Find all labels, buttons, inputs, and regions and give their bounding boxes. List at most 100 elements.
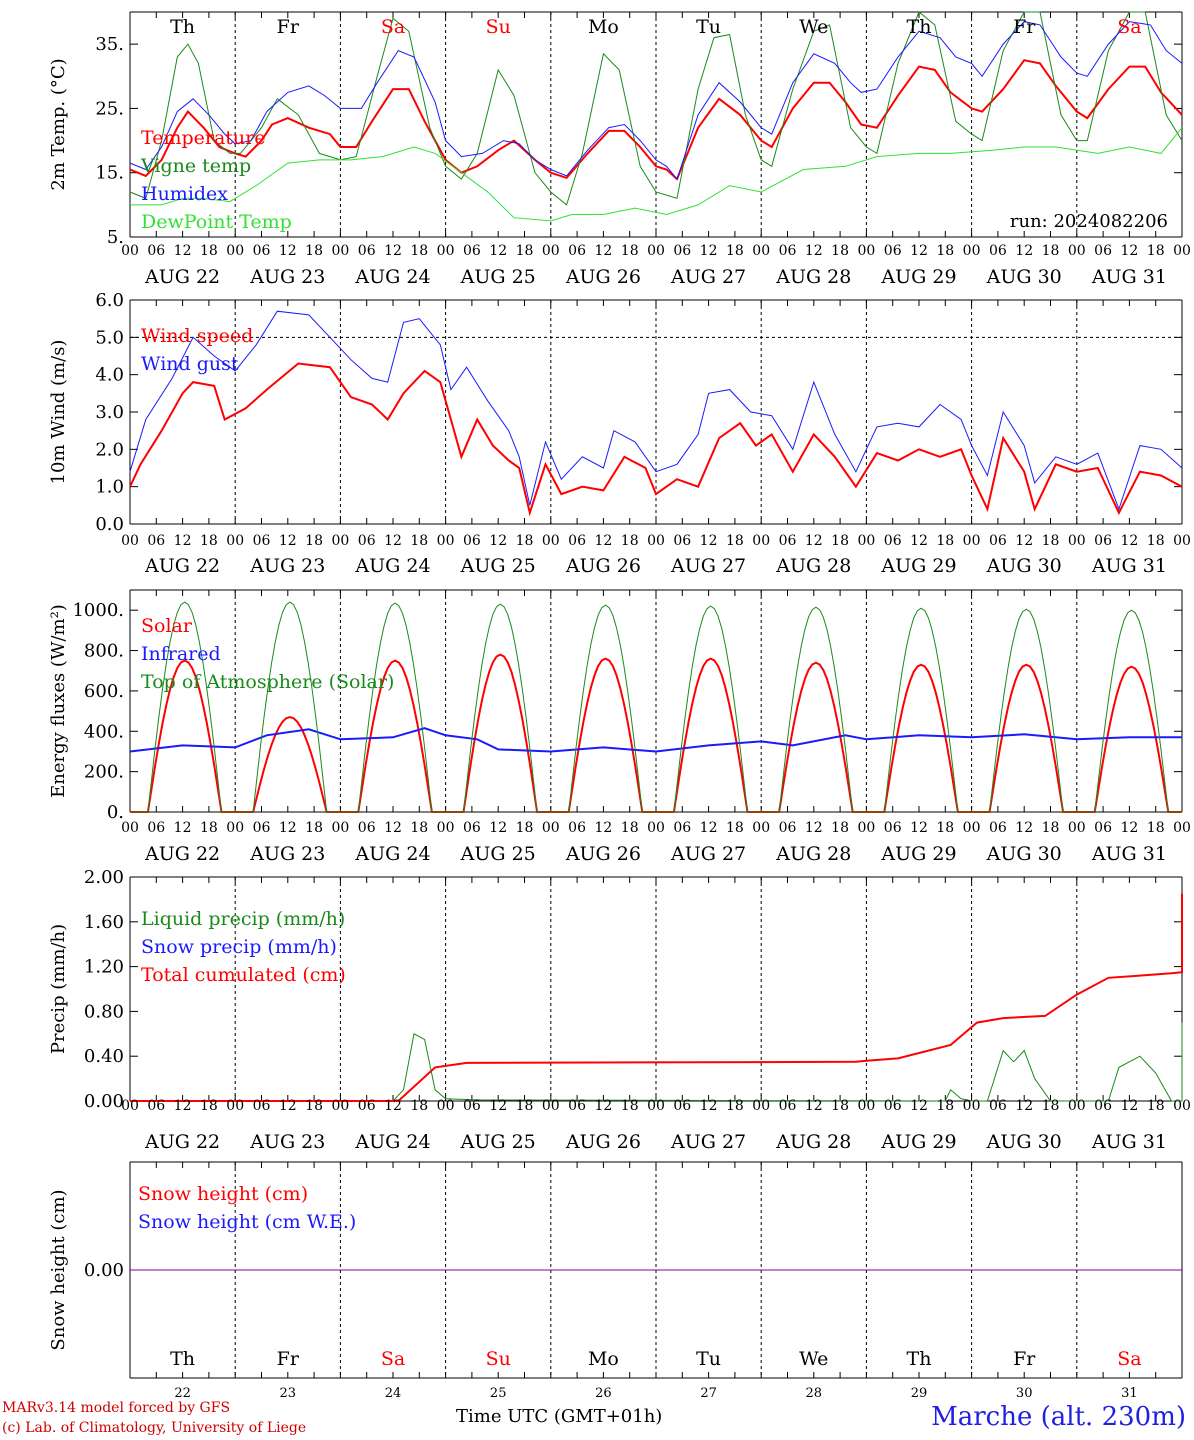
y-tick-label: 35. [95,34,124,55]
hour-tick-label: 18 [200,243,218,259]
hour-tick-label: 12 [700,820,718,836]
legend-entry: Humidex [141,183,228,205]
weekday-label: Tu [696,16,721,38]
y-tick-label: 5. [107,227,124,248]
hour-tick-label: 00 [857,533,875,549]
hour-tick-label: 06 [779,533,797,549]
hour-tick-label: 00 [963,243,981,259]
hour-tick-label: 06 [568,533,586,549]
day-number: 25 [490,1386,507,1401]
hour-tick-label: 00 [226,1098,244,1114]
date-label: AUG 31 [1091,1131,1167,1153]
hour-tick-label: 00 [121,820,139,836]
hour-tick-label: 18 [831,243,849,259]
legend-entry: Vigne temp [140,155,251,177]
hour-tick-label: 12 [1015,820,1033,836]
y-tick-label: 1.60 [84,912,124,933]
hour-tick-label: 06 [358,1098,376,1114]
hour-tick-label: 00 [331,820,349,836]
hour-tick-label: 00 [1068,820,1086,836]
hour-tick-label: 06 [989,533,1007,549]
date-label: AUG 25 [460,843,536,865]
date-label: AUG 25 [460,1131,536,1153]
date-label: AUG 29 [880,1131,956,1153]
hour-tick-label: 12 [489,533,507,549]
date-label: AUG 27 [670,266,746,288]
hour-tick-label: 12 [1120,1098,1138,1114]
weekday-label: We [799,16,828,38]
series-line-wind-speed [129,362,1183,517]
hour-tick-label: 12 [700,243,718,259]
legend-entry: Total cumulated (cm) [141,964,346,986]
hour-tick-label: 12 [1120,820,1138,836]
hour-tick-label: 12 [279,533,297,549]
hour-tick-label: 18 [1042,820,1060,836]
hour-tick-label: 06 [253,533,271,549]
hour-tick-label: 12 [805,243,823,259]
weekday-label: Th [907,1348,932,1370]
hour-tick-label: 00 [121,533,139,549]
hour-tick-label: 06 [1094,243,1112,259]
weekday-label: Sa [1117,1348,1141,1370]
y-tick-label: 5.0 [95,327,124,348]
hour-tick-label: 12 [700,1098,718,1114]
day-number: 24 [385,1386,402,1401]
y-tick-label: 1.0 [95,477,124,498]
hour-tick-label: 00 [1068,1098,1086,1114]
hour-tick-label: 06 [884,1098,902,1114]
hour-tick-label: 06 [147,243,165,259]
hour-tick-label: 18 [726,820,744,836]
y-tick-label: 0.40 [84,1046,124,1067]
date-label: AUG 24 [354,1131,430,1153]
hour-tick-label: 18 [1042,1098,1060,1114]
date-label: AUG 30 [986,266,1062,288]
hour-tick-label: 00 [437,1098,455,1114]
y-tick-label: 0. [107,802,124,823]
hour-tick-label: 00 [331,533,349,549]
hour-tick-label: 06 [673,243,691,259]
y-tick-label: 0.80 [84,1001,124,1022]
weekday-label: Mo [588,1348,619,1370]
hour-tick-label: 06 [779,820,797,836]
station-name: Marche (alt. 230m) [931,1402,1186,1432]
date-label: AUG 30 [986,843,1062,865]
hour-tick-label: 06 [673,1098,691,1114]
hour-tick-label: 00 [542,243,560,259]
run-label: run: 2024082206 [1010,211,1168,232]
hour-tick-label: 12 [489,243,507,259]
hour-tick-label: 06 [779,243,797,259]
y-tick-label: 3.0 [95,402,124,423]
hour-tick-label: 18 [726,533,744,549]
hour-tick-label: 00 [437,820,455,836]
weekday-label: Mo [588,16,619,38]
hour-tick-label: 00 [226,820,244,836]
hour-tick-label: 00 [121,243,139,259]
day-number: 27 [700,1386,717,1401]
series-line-top-of-atmosphere-solar- [130,601,1182,813]
hour-tick-label: 00 [647,243,665,259]
hour-tick-label: 18 [305,533,323,549]
hour-tick-label: 06 [1094,820,1112,836]
hour-tick-label: 00 [752,820,770,836]
hour-tick-label: 06 [358,243,376,259]
date-label: AUG 23 [249,843,325,865]
hour-tick-label: 00 [752,243,770,259]
hour-tick-label: 18 [726,243,744,259]
panel-0 [129,11,1183,238]
credit-line-2: (c) Lab. of Climatology, University of L… [2,1420,307,1436]
date-label: AUG 25 [460,266,536,288]
panel-4 [129,1161,1183,1379]
y-tick-label: 600. [84,681,124,702]
legend-entry: Solar [141,615,193,637]
date-label: AUG 22 [144,266,220,288]
date-label: AUG 26 [565,843,641,865]
hour-tick-label: 18 [1147,533,1165,549]
hour-tick-label: 18 [200,533,218,549]
hour-tick-label: 00 [331,1098,349,1114]
date-label: AUG 23 [249,266,325,288]
weekday-label: Fr [1013,16,1036,38]
hour-tick-label: 00 [963,1098,981,1114]
hour-tick-label: 00 [1173,243,1191,259]
x-axis-title: Time UTC (GMT+01h) [456,1406,663,1427]
weekday-label: Th [170,1348,195,1370]
